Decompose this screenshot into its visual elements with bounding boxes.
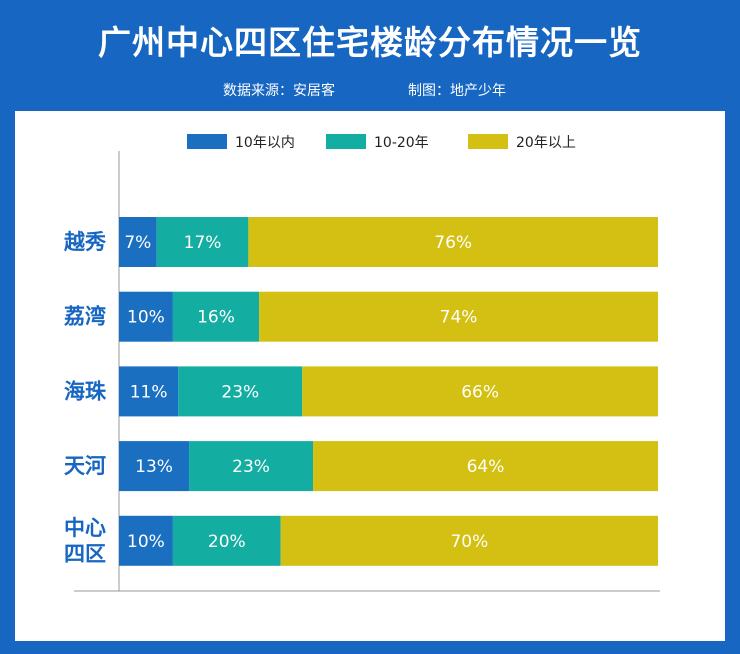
data-source: 数据来源：安居客 — [223, 83, 335, 99]
chart-author: 制图：地产少年 — [408, 83, 506, 99]
category-label-4: 中心四区 — [64, 516, 106, 566]
bar-value-label-1-1: 16% — [197, 308, 235, 328]
bar-value-label-2-0: 11% — [130, 382, 168, 402]
bar-value-label-2-2: 66% — [461, 382, 499, 402]
bar-2-0 — [119, 366, 179, 417]
bar-4-2 — [280, 515, 658, 566]
category-label-0: 越秀 — [63, 230, 106, 254]
bar-value-label-4-1: 20% — [208, 532, 246, 552]
stacked-bar-chart: 10年以内 10-20年 20年以上 7% 17% 76% 10% 16% 74% 11% 23%… — [63, 134, 660, 592]
legend-label-2: 20年以上 — [516, 135, 576, 151]
category-label-3: 天河 — [64, 454, 106, 478]
bar-1-2 — [259, 291, 658, 342]
bar-value-label-0-1: 17% — [184, 233, 222, 253]
bar-value-label-1-2: 74% — [440, 308, 478, 328]
bar-1-1 — [172, 291, 260, 342]
bar-2-2 — [302, 366, 658, 417]
bar-value-label-0-2: 76% — [434, 233, 472, 253]
legend-swatch-2 — [468, 134, 508, 149]
bar-4-0 — [119, 515, 173, 566]
category-label-1: 荔湾 — [64, 305, 106, 329]
legend: 10年以内 10-20年 20年以上 — [187, 134, 576, 151]
bar-0-0 — [119, 217, 157, 267]
legend-label-1: 10-20年 — [374, 135, 429, 151]
bar-0-2 — [248, 217, 659, 267]
chart-panel: 10年以内 10-20年 20年以上 7% 17% 76% 10% 16% 74% 11% 23%… — [15, 111, 725, 641]
bar-value-label-3-1: 23% — [232, 457, 270, 477]
bar-value-label-2-1: 23% — [221, 382, 259, 402]
bars: 7% 17% 76% 10% 16% 74% 11% 23% 66% 13% 23% 64% 10% 20… — [119, 217, 659, 566]
bar-value-label-3-2: 64% — [467, 457, 505, 477]
bar-2-1 — [178, 366, 303, 417]
bar-1-0 — [119, 291, 173, 342]
bar-value-label-0-0: 7% — [124, 233, 151, 253]
bar-3-2 — [313, 441, 658, 492]
legend-swatch-0 — [187, 134, 227, 149]
bar-0-1 — [156, 217, 249, 267]
legend-label-0: 10年以内 — [235, 135, 295, 151]
chart-title: 广州中心四区住宅楼龄分布情况一览 — [98, 23, 642, 62]
bar-value-label-3-0: 13% — [135, 457, 173, 477]
bar-3-1 — [189, 441, 314, 492]
category-label-2: 海珠 — [64, 379, 107, 403]
bar-value-label-4-0: 10% — [127, 532, 165, 552]
bar-value-label-4-2: 70% — [450, 532, 488, 552]
bar-value-label-1-0: 10% — [127, 308, 165, 328]
bar-4-1 — [172, 515, 281, 566]
legend-swatch-1 — [326, 134, 366, 149]
bar-3-0 — [119, 441, 190, 492]
